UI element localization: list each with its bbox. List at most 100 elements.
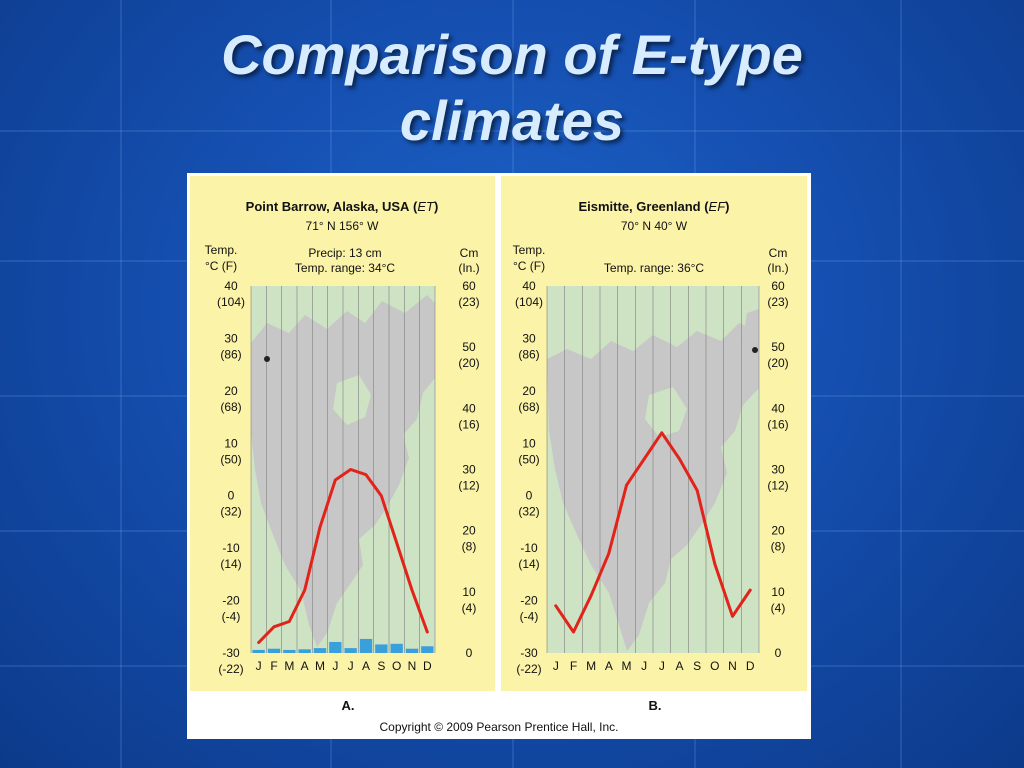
panel-a-temp-tick-c: 10 <box>224 436 238 450</box>
slide-title-line-1: Comparison of E-type <box>221 23 803 86</box>
panel-a-precip-bar <box>405 648 419 653</box>
panel-a-temp-axis-title-2: °C (F) <box>205 259 237 273</box>
panel-a: 40 (104) 30 (86) 20 (68) 10 (50) 0 (32) -10 (14) -20… <box>190 176 495 691</box>
panel-b-month-label: J <box>641 659 647 673</box>
panel-b-letter: B. <box>649 698 662 713</box>
panel-b-month-label: A <box>605 659 613 673</box>
panel-a-precip-tick-in: (20) <box>458 356 479 370</box>
panel-b-temp-tick-c: -30 <box>520 646 538 660</box>
panel-b-temp-tick-c: -10 <box>520 541 538 555</box>
panel-a-precip-bar <box>375 644 388 653</box>
panel-b-precip-tick-in: (12) <box>767 479 788 493</box>
panel-b-temp-tick-c: 30 <box>522 331 536 345</box>
panel-b-temp-tick-f: (-22) <box>516 662 541 676</box>
panel-a-temp-tick-f: (14) <box>220 557 241 571</box>
panel-b-temp-axis-title-2: °C (F) <box>513 259 545 273</box>
panel-a-temp-tick-f: (50) <box>220 452 241 466</box>
background-grid-line-v <box>900 0 902 768</box>
panel-b-station-name: Eismitte, Greenland (EF) <box>578 199 729 214</box>
panel-b-temp-tick-c: 0 <box>526 489 533 503</box>
panel-a-month-label: J <box>256 659 262 673</box>
panel-b-temp-axis-title-1: Temp. <box>513 243 546 257</box>
panel-b-precip-tick-cm: 40 <box>771 401 785 415</box>
panel-a-month-label: A <box>362 659 370 673</box>
panel-b-temp-tick-f: (68) <box>518 400 539 414</box>
panel-a-temp-tick-f: (-4) <box>222 610 241 624</box>
panel-a-temp-tick-f: (104) <box>217 295 245 309</box>
panel-a-temp-tick-f: (-22) <box>218 662 243 676</box>
panel-a-precip-bar <box>359 638 373 653</box>
panel-b-precip-tick-in: (4) <box>771 601 786 615</box>
panel-a-precip-tick-in: (8) <box>462 540 477 554</box>
panel-a-station-dot <box>264 356 270 362</box>
panel-a-precip-bars <box>252 638 434 653</box>
panel-a-month-label: A <box>301 659 309 673</box>
panel-b-temp-tick-c: 20 <box>522 384 536 398</box>
panel-a-coordinates: 71° N 156° W <box>306 219 380 233</box>
panel-b-precip-tick-in: (16) <box>767 417 788 431</box>
background-grid-line-v <box>120 0 122 768</box>
panel-b-precip-tick-cm: 0 <box>775 646 782 660</box>
panel-a-temp-tick-c: -30 <box>222 646 240 660</box>
panel-a-precip-tick-cm: 60 <box>462 279 476 293</box>
panel-a-station-name: Point Barrow, Alaska, USA (ET) <box>246 199 439 214</box>
panel-a-precip-tick-in: (16) <box>458 417 479 431</box>
panel-a-precip-tick-cm: 0 <box>466 646 473 660</box>
panel-a-month-label: M <box>315 659 325 673</box>
panel-b-month-label: M <box>586 659 596 673</box>
panel-a-temp-tick-c: 40 <box>224 279 238 293</box>
panel-b-grid <box>546 286 760 653</box>
panel-b-precip-tick-cm: 20 <box>771 524 785 538</box>
panel-b-temp-tick-c: -20 <box>520 594 538 608</box>
panel-b-month-label: S <box>693 659 701 673</box>
panel-b-station-dot <box>752 347 758 353</box>
panel-b-precip-tick-cm: 30 <box>771 463 785 477</box>
panel-a-precip-tick-cm: 30 <box>462 463 476 477</box>
panel-a-precip-bar <box>298 649 311 653</box>
panel-a-month-label: N <box>408 659 417 673</box>
panel-b-precip-axis-title-1: Cm <box>769 246 788 260</box>
panel-a-precip-tick-in: (23) <box>458 295 479 309</box>
panel-a-temp-tick-c: 0 <box>228 489 235 503</box>
panel-a-precip-tick-in: (12) <box>458 479 479 493</box>
panel-a-precip-bar <box>390 643 403 653</box>
panel-b-precip-axis-title-2: (In.) <box>767 261 788 275</box>
panel-b-month-label: D <box>746 659 755 673</box>
slide-title-line-2: climates <box>399 89 625 152</box>
panel-b-precip-tick-cm: 10 <box>771 585 785 599</box>
panel-b-month-label: A <box>675 659 683 673</box>
panel-a-axis-ticks: 40 (104) 30 (86) 20 (68) 10 (50) 0 (32) -10 (14) -20… <box>217 279 480 676</box>
panel-b-precip-tick-in: (20) <box>767 356 788 370</box>
panel-a-temp-tick-f: (68) <box>220 400 241 414</box>
panel-b-temp-tick-f: (104) <box>515 295 543 309</box>
panel-b-month-label: F <box>570 659 577 673</box>
panel-a-precip-tick-in: (4) <box>462 601 477 615</box>
climographs-svg: 40 (104) 30 (86) 20 (68) 10 (50) 0 (32) -10 (14) -20… <box>190 176 807 734</box>
panel-a-precip-bar <box>252 649 265 653</box>
panel-b-temp-tick-f: (14) <box>518 557 539 571</box>
panel-a-precip-annotation: Precip: 13 cm <box>308 246 381 260</box>
panel-a-precip-bar <box>344 648 357 653</box>
panel-a-month-label: D <box>423 659 432 673</box>
panel-a-month-label: F <box>270 659 277 673</box>
panel-b-coordinates: 70° N 40° W <box>621 219 688 233</box>
panel-a-temp-tick-f: (86) <box>220 347 241 361</box>
panel-a-month-label: S <box>377 659 385 673</box>
panel-a-temp-axis-title-1: Temp. <box>205 243 238 257</box>
panel-b-temp-tick-f: (-4) <box>520 610 539 624</box>
panel-b-temp-range-annotation: Temp. range: 36°C <box>604 261 705 275</box>
panel-a-letter: A. <box>342 698 355 713</box>
panel-a-precip-bar <box>421 646 434 653</box>
panel-a-precip-bar <box>283 649 296 653</box>
panel-b-month-label: J <box>553 659 559 673</box>
panel-b-precip-tick-in: (8) <box>771 540 786 554</box>
copyright-text: Copyright © 2009 Pearson Prentice Hall, … <box>380 720 619 734</box>
panel-b-precip-tick-in: (23) <box>767 295 788 309</box>
slide-title: Comparison of E-type climates <box>0 22 1024 154</box>
panel-a-precip-bar <box>267 648 281 653</box>
panel-b-precip-tick-cm: 50 <box>771 340 785 354</box>
panel-a-precip-bar <box>313 648 327 653</box>
panel-a-temp-tick-c: 20 <box>224 384 238 398</box>
panel-a-month-label: O <box>392 659 401 673</box>
panel-b-month-label: J <box>659 659 665 673</box>
